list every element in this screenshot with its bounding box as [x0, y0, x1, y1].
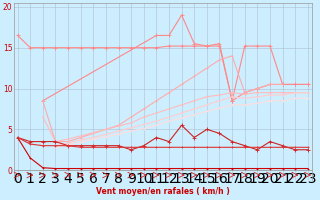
X-axis label: Vent moyen/en rafales ( km/h ): Vent moyen/en rafales ( km/h ) [96, 187, 229, 196]
